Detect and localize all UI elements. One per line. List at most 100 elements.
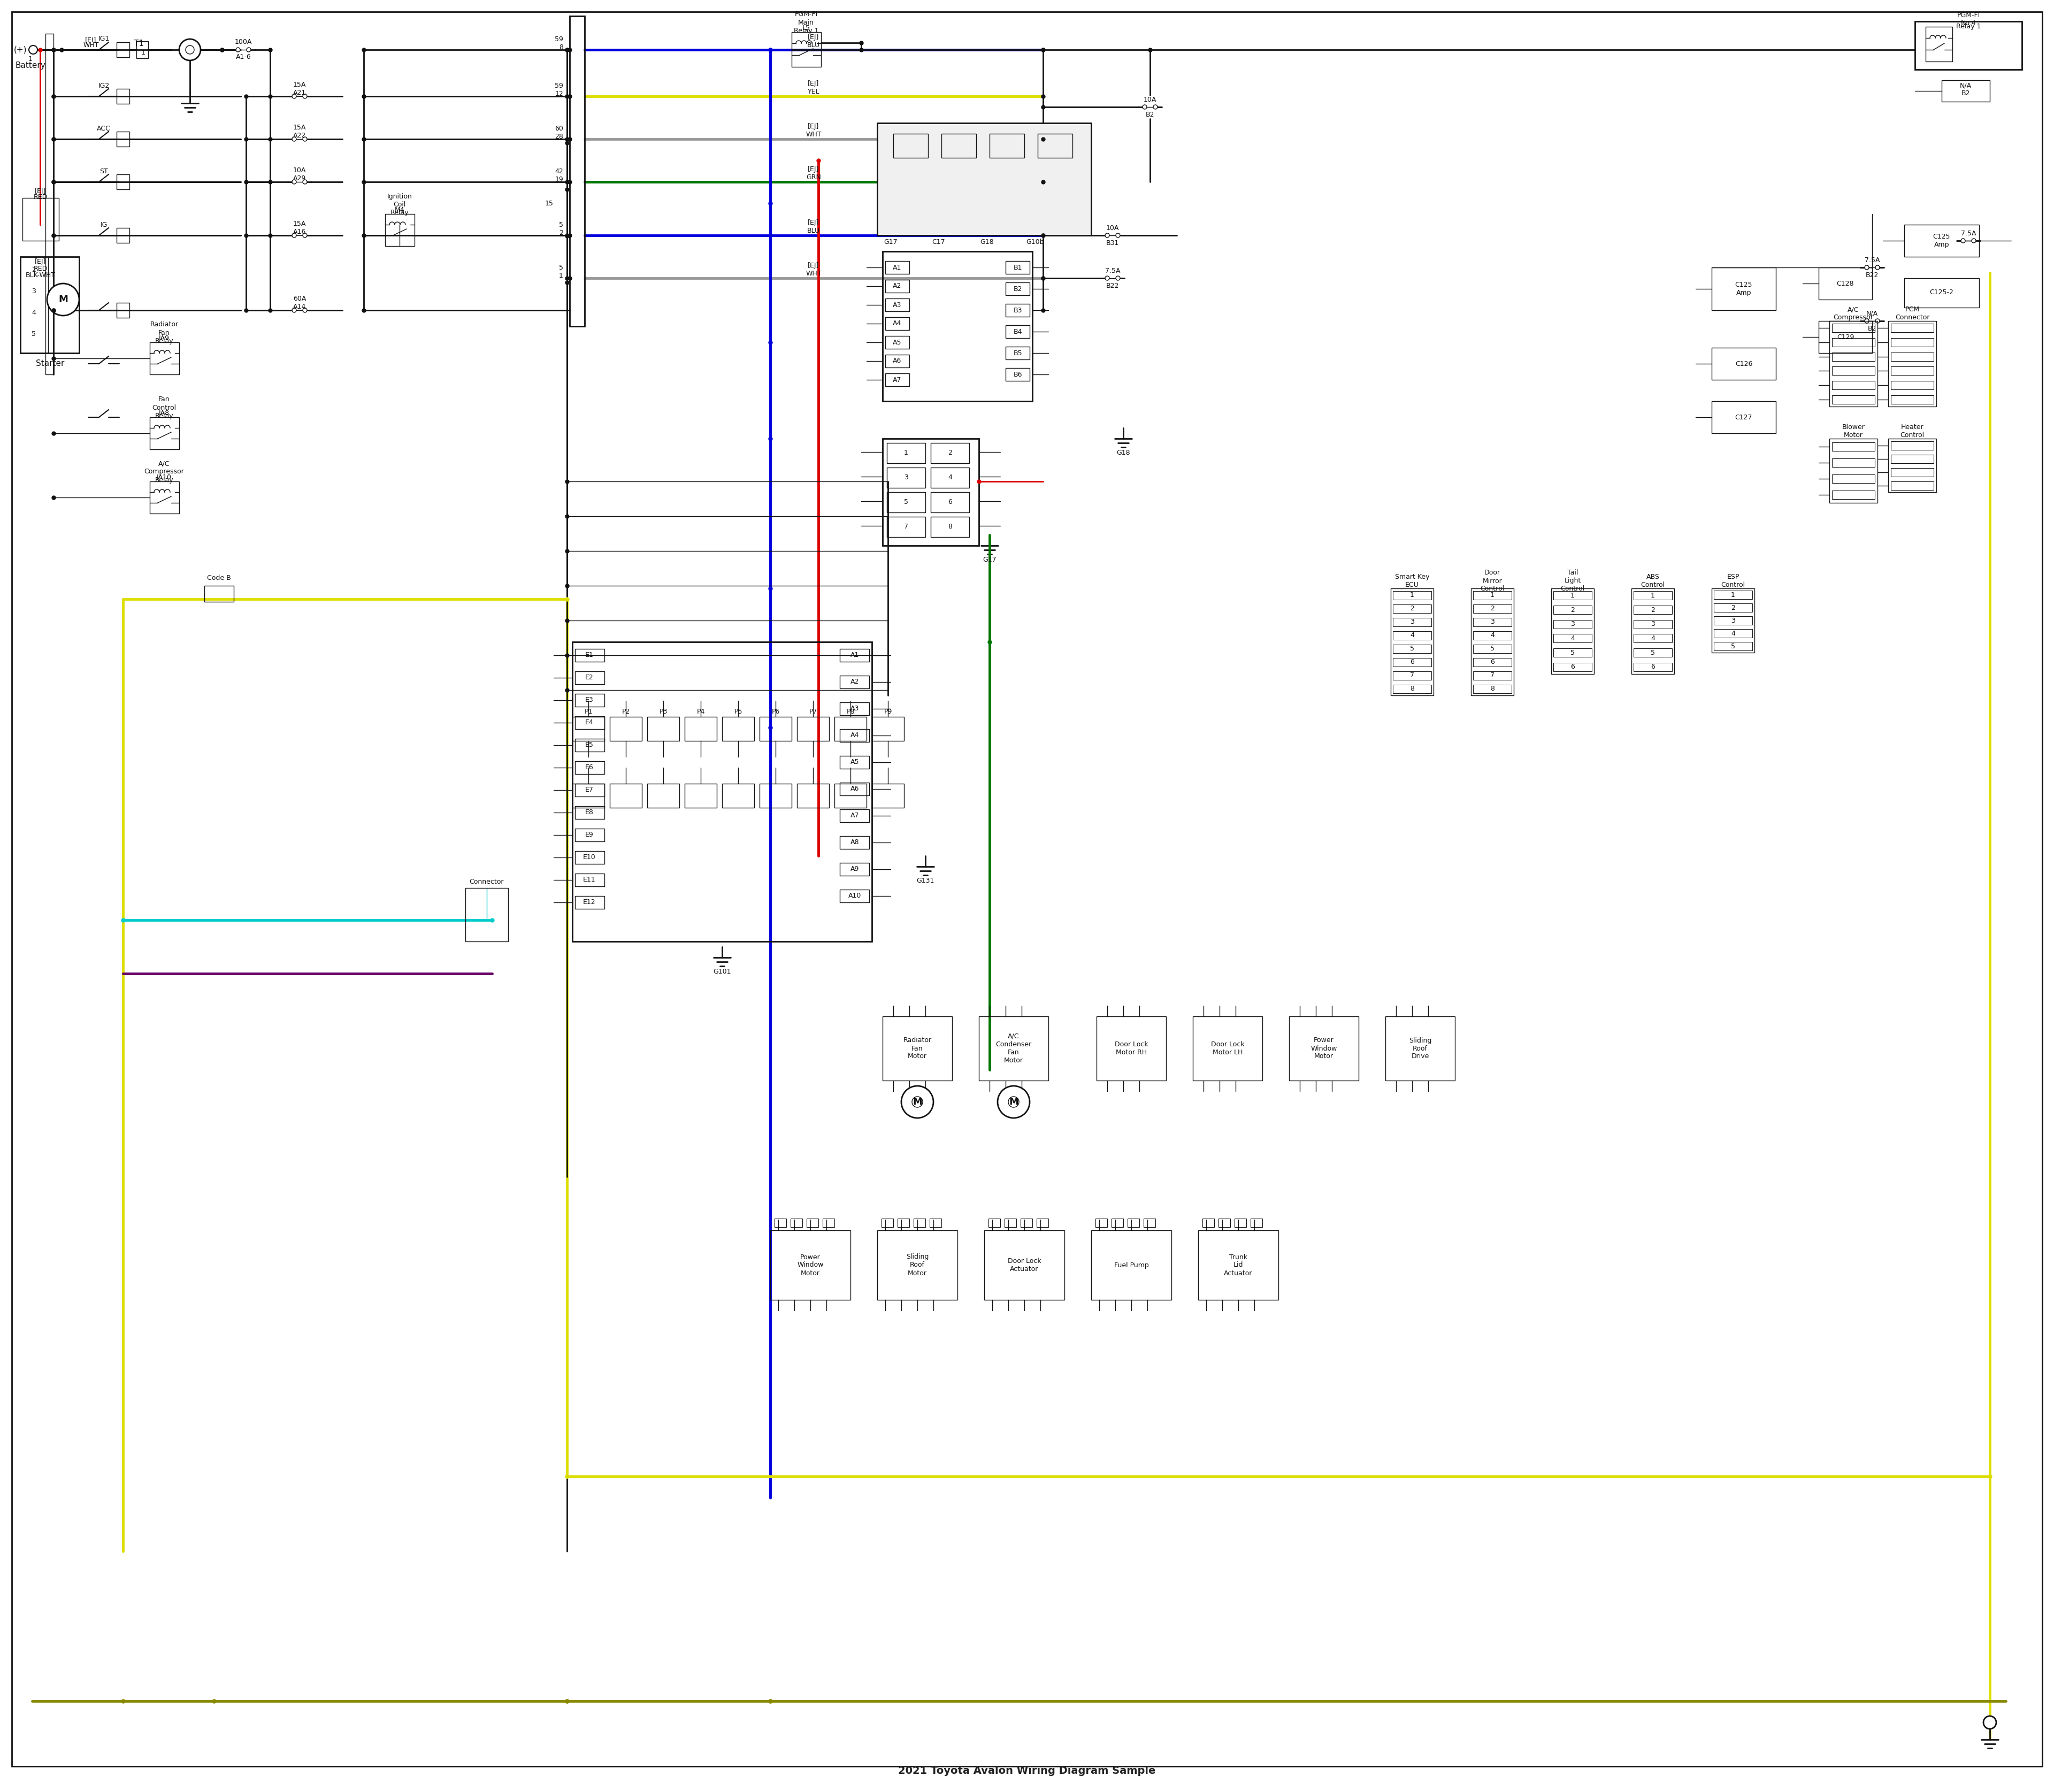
Bar xyxy=(980,1016,1048,1081)
Bar xyxy=(1393,631,1432,640)
Bar xyxy=(575,672,604,685)
Text: P4: P4 xyxy=(696,708,705,715)
Circle shape xyxy=(292,136,296,142)
Bar xyxy=(1832,367,1875,375)
Text: RED: RED xyxy=(33,194,47,201)
Bar xyxy=(117,90,129,104)
Bar xyxy=(1713,591,1752,599)
Text: 1: 1 xyxy=(1571,591,1575,599)
Circle shape xyxy=(236,48,240,52)
Text: A/C
Condenser
Fan
Motor: A/C Condenser Fan Motor xyxy=(996,1032,1031,1064)
Bar xyxy=(1633,606,1672,615)
Bar xyxy=(575,649,604,661)
Bar xyxy=(1553,606,1592,615)
Bar xyxy=(1006,367,1029,382)
Bar xyxy=(834,783,867,808)
Bar xyxy=(575,828,604,842)
Bar xyxy=(930,443,969,464)
Text: C129: C129 xyxy=(1836,333,1855,340)
Bar xyxy=(1832,353,1875,360)
Text: PCM
Connector: PCM Connector xyxy=(1896,306,1929,321)
Bar xyxy=(117,303,129,317)
Text: P9: P9 xyxy=(883,708,891,715)
Text: Smart Key
ECU: Smart Key ECU xyxy=(1395,573,1430,588)
Bar xyxy=(21,256,47,353)
Bar xyxy=(573,783,604,808)
Bar xyxy=(1818,267,1871,299)
Text: 6: 6 xyxy=(1651,663,1656,670)
Bar xyxy=(885,280,910,292)
Bar xyxy=(1021,1219,1033,1228)
Bar xyxy=(1914,22,2021,70)
Text: 6: 6 xyxy=(1409,658,1415,665)
Text: 15A
A22: 15A A22 xyxy=(294,124,306,140)
Text: M: M xyxy=(1009,1097,1019,1107)
Bar xyxy=(150,482,179,514)
Bar xyxy=(1941,81,1990,102)
Text: B5: B5 xyxy=(1013,349,1023,357)
Bar xyxy=(386,213,415,246)
Bar xyxy=(1553,591,1592,600)
Bar xyxy=(797,717,830,740)
Bar xyxy=(1830,439,1877,504)
Bar xyxy=(840,756,869,769)
Bar xyxy=(1111,1219,1124,1228)
Text: 4: 4 xyxy=(31,310,35,317)
Text: N/A: N/A xyxy=(1960,82,1972,90)
Text: 3: 3 xyxy=(904,475,908,482)
Text: A4: A4 xyxy=(893,321,902,328)
Bar xyxy=(887,443,926,464)
Text: 15: 15 xyxy=(544,199,555,206)
Bar xyxy=(117,43,129,57)
Text: B31: B31 xyxy=(1105,240,1119,246)
Bar xyxy=(1832,324,1875,332)
Text: Fuel Pump: Fuel Pump xyxy=(1113,1262,1148,1269)
Text: 10A: 10A xyxy=(1105,224,1119,231)
Bar xyxy=(573,717,604,740)
Bar xyxy=(930,516,969,538)
Bar xyxy=(1713,616,1752,625)
Bar xyxy=(1193,1016,1263,1081)
Bar xyxy=(1202,1219,1214,1228)
Text: 5: 5 xyxy=(1732,643,1736,650)
Text: G17: G17 xyxy=(982,556,996,563)
Circle shape xyxy=(179,39,201,61)
Text: E12: E12 xyxy=(583,900,596,907)
Bar xyxy=(797,783,830,808)
Bar xyxy=(885,355,910,367)
Text: 1: 1 xyxy=(1651,591,1656,599)
Bar xyxy=(1631,588,1674,674)
Circle shape xyxy=(912,1097,922,1107)
Bar xyxy=(885,373,910,387)
Bar xyxy=(575,738,604,751)
Bar xyxy=(647,717,680,740)
Bar xyxy=(1393,604,1432,613)
Circle shape xyxy=(1875,265,1879,269)
Bar xyxy=(840,702,869,715)
Bar xyxy=(45,34,53,375)
Circle shape xyxy=(292,233,296,238)
Circle shape xyxy=(1865,319,1869,323)
Text: A8: A8 xyxy=(850,839,859,846)
Bar xyxy=(117,228,129,244)
Text: A/C
Compressor
Relay: A/C Compressor Relay xyxy=(144,461,185,484)
Bar xyxy=(1711,267,1777,310)
Text: WHT: WHT xyxy=(82,41,99,48)
Text: B1: B1 xyxy=(1013,263,1023,271)
Bar xyxy=(1144,1219,1154,1228)
Bar xyxy=(1711,401,1777,434)
Text: G131: G131 xyxy=(916,876,935,883)
Text: P3: P3 xyxy=(659,708,668,715)
Text: [EJ]
BLU: [EJ] BLU xyxy=(807,34,820,48)
Text: A/C
Compressor: A/C Compressor xyxy=(1834,306,1873,321)
Text: A9: A9 xyxy=(850,866,859,873)
Bar xyxy=(930,493,969,513)
Text: IA9: IA9 xyxy=(158,335,170,342)
Bar xyxy=(1391,588,1434,695)
Bar xyxy=(791,1219,803,1228)
Text: G10b: G10b xyxy=(1027,238,1043,246)
Text: A5: A5 xyxy=(893,339,902,346)
Bar xyxy=(1006,283,1029,296)
Bar xyxy=(774,1219,787,1228)
Text: 1: 1 xyxy=(1732,591,1736,599)
